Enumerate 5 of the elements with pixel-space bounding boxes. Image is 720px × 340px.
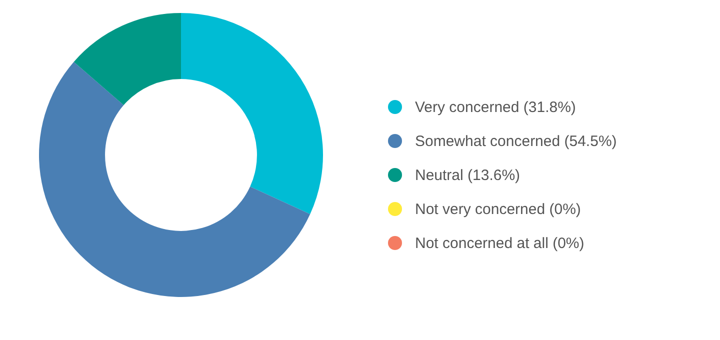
- legend-label: Somewhat concerned (54.5%): [415, 132, 617, 150]
- legend-label: Neutral (13.6%): [415, 166, 520, 184]
- legend-label: Very concerned (31.8%): [415, 98, 576, 116]
- legend-label: Not concerned at all (0%): [415, 234, 584, 252]
- legend-label: Not very concerned (0%): [415, 200, 581, 218]
